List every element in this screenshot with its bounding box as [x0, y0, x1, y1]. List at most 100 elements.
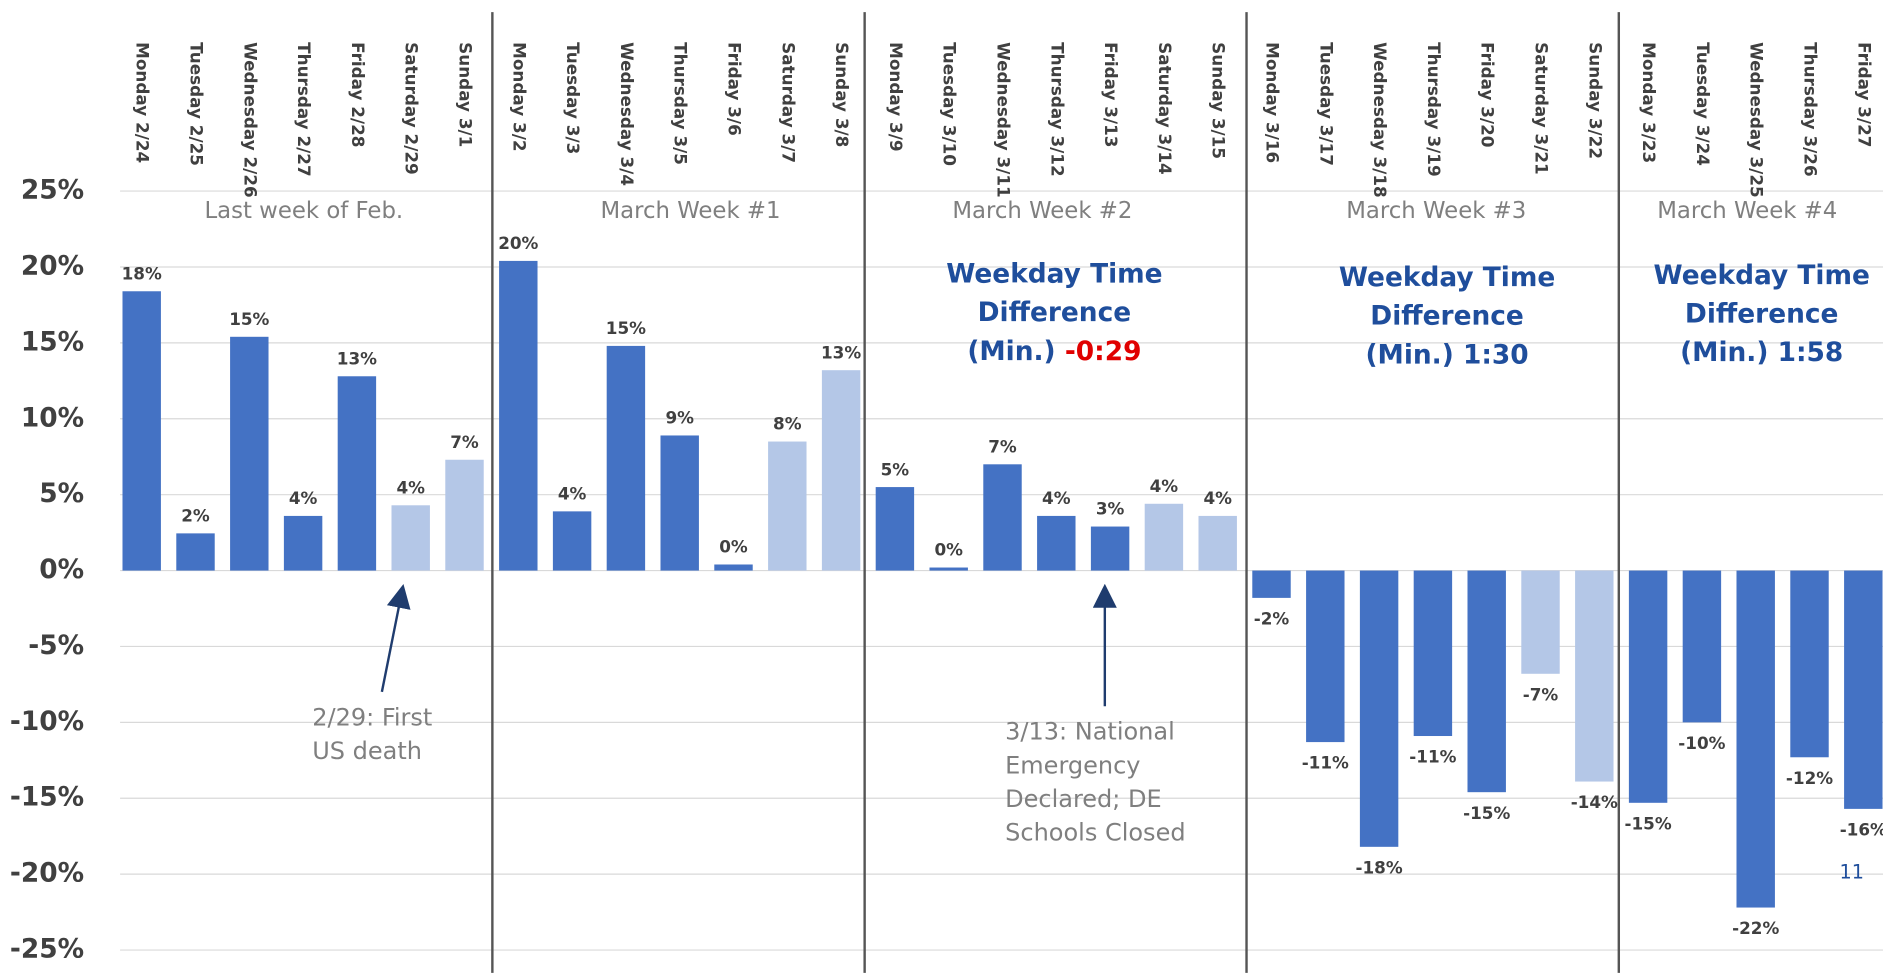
value-label: -12%	[1786, 768, 1833, 788]
bar	[499, 260, 538, 571]
value-label: 5%	[881, 459, 910, 479]
y-tick-label: 0%	[39, 554, 84, 585]
bar	[821, 370, 861, 571]
weekday-diff-label: Weekday Time	[1654, 260, 1870, 291]
bar	[283, 515, 323, 571]
y-tick-label: -5%	[28, 630, 84, 661]
value-label: 4%	[289, 488, 318, 508]
bar	[122, 291, 161, 571]
value-label: -18%	[1356, 857, 1403, 877]
annotation: 3/13: National	[1005, 718, 1175, 746]
x-tick-label: Sunday 3/15	[1209, 42, 1229, 159]
x-tick-label: Saturday 3/7	[778, 42, 798, 163]
bar	[1790, 570, 1829, 758]
bar	[1413, 570, 1453, 737]
bar	[606, 345, 646, 571]
annotation: Emergency	[1005, 751, 1140, 779]
y-tick-label: 15%	[21, 326, 84, 357]
x-tick-label: Thursday 3/26	[1801, 42, 1821, 177]
bar	[1844, 570, 1883, 809]
value-label: -15%	[1625, 813, 1672, 833]
value-label: 7%	[450, 432, 479, 452]
x-tick-label: Thursday 3/12	[1047, 42, 1067, 177]
annotation: US death	[312, 737, 422, 765]
value-label: 0%	[719, 537, 748, 557]
bar	[391, 505, 430, 571]
x-tick-label: Tuesday 3/24	[1693, 42, 1713, 166]
y-tick-label: 25%	[21, 175, 84, 206]
value-label: 20%	[498, 233, 538, 253]
y-tick-label: -25%	[10, 934, 84, 965]
weekday-diff-label: Weekday Time	[1339, 262, 1555, 293]
arrow	[380, 584, 411, 693]
weekday-diff-label: (Min.) 1:58	[1680, 337, 1843, 368]
bar	[1198, 515, 1237, 571]
x-tick-label: Saturday 3/21	[1532, 42, 1552, 175]
value-label: 13%	[821, 342, 861, 362]
x-tick-label: Tuesday 2/25	[187, 42, 207, 166]
bar	[176, 533, 215, 571]
value-label: -2%	[1254, 609, 1290, 629]
x-tick-label: Wednesday 3/18	[1370, 42, 1390, 198]
bar	[875, 487, 915, 571]
x-tick-label: Monday 3/2	[509, 42, 529, 151]
bar	[714, 564, 753, 571]
bar	[1306, 570, 1345, 743]
x-tick-label: Tuesday 3/17	[1316, 42, 1336, 166]
value-label: 4%	[558, 484, 587, 504]
annotation: Schools Closed	[1005, 819, 1185, 847]
x-tick-label: Tuesday 3/3	[563, 42, 583, 154]
bar	[552, 511, 592, 571]
value-label: -11%	[1302, 753, 1349, 773]
bar	[1521, 570, 1560, 674]
value-label: 4%	[1042, 488, 1071, 508]
value-label: 15%	[229, 309, 269, 329]
weekday-diff-unit: (Min.)	[1680, 337, 1768, 368]
week-label: March Week #2	[952, 198, 1132, 224]
bar	[929, 567, 968, 571]
x-tick-label: Sunday 3/8	[832, 42, 852, 147]
bar	[660, 435, 699, 571]
value-label: -11%	[1409, 747, 1456, 767]
value-label: 4%	[396, 477, 425, 497]
x-tick-label: Friday 3/27	[1854, 42, 1874, 147]
bar	[1090, 526, 1130, 571]
value-label: 7%	[988, 436, 1017, 456]
y-tick-label: -20%	[10, 858, 84, 889]
value-label: -14%	[1571, 792, 1618, 812]
x-tick-label: Friday 3/6	[725, 42, 745, 136]
value-label: 9%	[665, 408, 694, 428]
x-tick-label: Saturday 3/14	[1155, 42, 1175, 175]
x-tick-label: Thursday 2/27	[294, 42, 314, 177]
value-label: -7%	[1523, 684, 1559, 704]
bar	[768, 441, 807, 571]
bar	[1736, 570, 1775, 908]
weekday-diff-value: -0:29	[1065, 336, 1142, 367]
x-tick-label: Monday 3/23	[1639, 42, 1659, 163]
y-tick-label: 5%	[39, 478, 84, 509]
bar	[1359, 570, 1399, 847]
bar	[1575, 570, 1614, 782]
weekday-diff-unit: (Min.)	[1365, 339, 1453, 370]
value-label: 4%	[1203, 488, 1232, 508]
bar	[1252, 570, 1291, 598]
x-tick-label: Monday 3/16	[1263, 42, 1283, 163]
value-label: -15%	[1463, 803, 1510, 823]
weekday-diff-value: 1:30	[1463, 339, 1529, 370]
x-tick-label: Saturday 2/29	[402, 42, 422, 175]
x-tick-label: Wednesday 3/4	[617, 42, 637, 186]
value-label: 2%	[181, 506, 210, 526]
page-number: 11	[1840, 861, 1864, 884]
weekday-diff-unit: (Min.)	[967, 336, 1055, 367]
bar	[230, 336, 269, 571]
bar	[1467, 570, 1506, 793]
weekday-diff-label: (Min.) 1:30	[1365, 339, 1528, 370]
x-tick-label: Wednesday 3/25	[1747, 42, 1767, 198]
bar	[1037, 515, 1076, 571]
weekday-diff-label: (Min.) -0:29	[967, 336, 1141, 367]
week-label: March Week #4	[1657, 198, 1837, 224]
value-label: 15%	[606, 318, 646, 338]
value-label: 0%	[934, 540, 963, 560]
value-label: 13%	[337, 348, 377, 368]
